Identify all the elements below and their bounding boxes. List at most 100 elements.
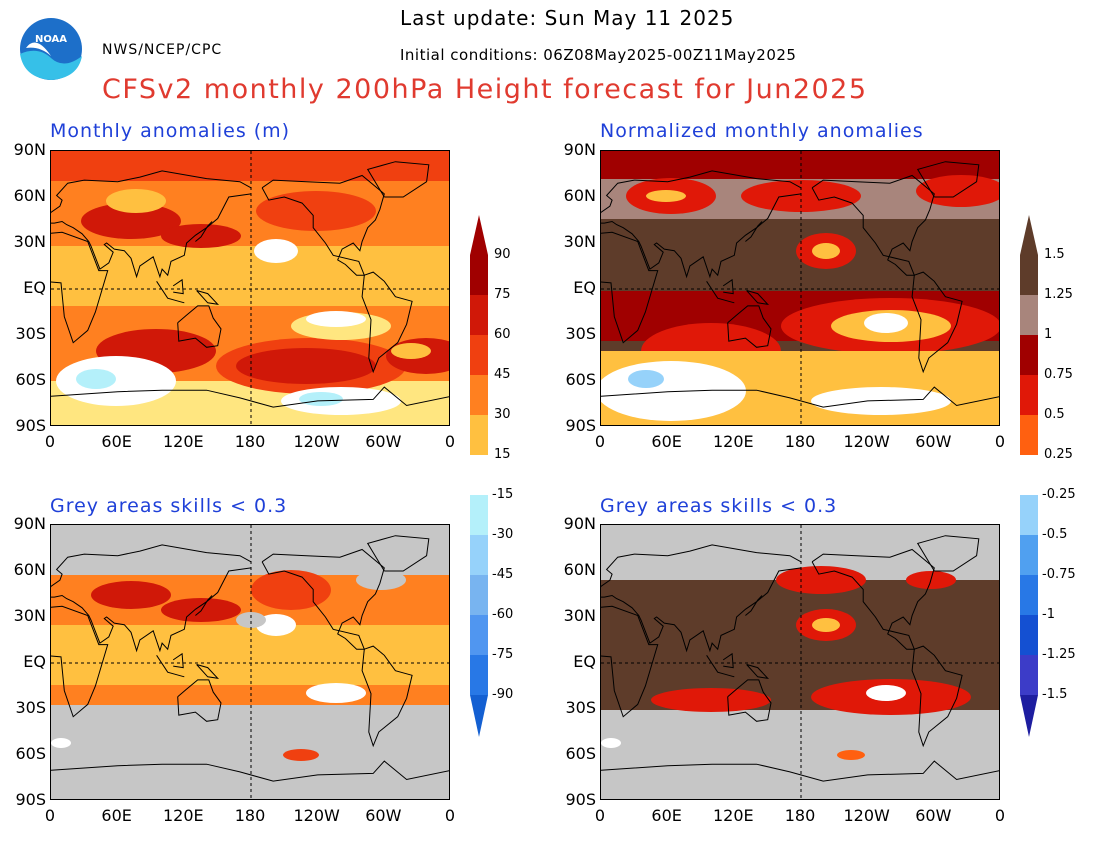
colorbar-label: -1: [1042, 607, 1055, 622]
coastline: [745, 595, 763, 616]
lon-label: 180: [234, 432, 266, 451]
colorbar-label: 1.5: [1044, 247, 1065, 262]
lat-label: 90S: [15, 790, 46, 809]
lon-label: 60W: [365, 806, 402, 825]
colorbar-swatch: [1020, 655, 1038, 695]
anomaly-region: [283, 749, 319, 761]
colorbar-label: 1.25: [1044, 287, 1073, 302]
anomaly-region: [106, 189, 166, 213]
lat-label: 60S: [15, 744, 46, 763]
lon-label: 60E: [101, 806, 132, 825]
lat-label: 90S: [565, 416, 596, 435]
lat-label: 30S: [565, 324, 596, 343]
colorbar-tip: [1020, 215, 1038, 255]
colorbar-label: 90: [494, 247, 511, 262]
colorbar-label: 45: [494, 367, 511, 382]
anomaly-band: [51, 625, 449, 685]
map-panel-normalized: [600, 150, 1000, 426]
anomaly-region: [651, 688, 771, 712]
coastline: [361, 645, 413, 748]
colorbar-swatch: [1020, 335, 1038, 375]
logo-text: NOAA: [35, 34, 67, 45]
colorbar-label: 0.75: [1044, 367, 1073, 382]
lon-label: 180: [784, 432, 816, 451]
anomaly-region: [91, 581, 171, 609]
anomaly-region: [776, 566, 866, 594]
coastline: [746, 664, 770, 680]
colorbar-swatch: [470, 295, 488, 335]
colorbar-swatch: [1020, 575, 1038, 615]
noaa-logo: NOAA: [18, 16, 84, 82]
anomaly-region: [76, 369, 116, 389]
lat-label: 60S: [565, 370, 596, 389]
colorbar-swatch: [1020, 615, 1038, 655]
lon-label: 120E: [163, 432, 204, 451]
coastline: [601, 170, 802, 224]
colorbar-label: 75: [494, 287, 511, 302]
neutral-region: [866, 685, 906, 701]
map-panel-anomalies: [50, 150, 450, 426]
coastline: [261, 174, 385, 276]
coastline: [196, 290, 220, 306]
coastline: [51, 760, 449, 782]
colorbar-swatch: [470, 655, 488, 695]
colorbar-label: -0.75: [1042, 567, 1076, 582]
lon-label: 60E: [101, 432, 132, 451]
lon-label: 180: [234, 806, 266, 825]
colorbar-swatch: [470, 535, 488, 575]
lon-label: 0: [444, 806, 456, 825]
skill-mask: [601, 715, 999, 799]
colorbar-swatch: [470, 415, 488, 455]
coastline: [722, 278, 734, 295]
lat-label: 90N: [13, 140, 46, 159]
colorbar-label: 1: [1044, 327, 1053, 342]
anomaly-region: [628, 370, 664, 388]
lat-label: 60N: [13, 186, 46, 205]
lon-label: 0: [594, 806, 606, 825]
coastline: [156, 281, 185, 304]
lon-label: 60W: [915, 432, 952, 451]
lat-label: 90N: [563, 514, 596, 533]
coastline: [51, 386, 449, 408]
coastline: [172, 652, 184, 669]
coastline: [911, 645, 963, 748]
lat-label: 90N: [13, 514, 46, 533]
panel-title-skill-right: Grey areas skills < 0.3: [600, 495, 838, 517]
lat-label: 60S: [565, 744, 596, 763]
coastline: [601, 386, 999, 408]
neutral-region: [51, 738, 71, 748]
coastline: [366, 161, 430, 198]
lon-label: 0: [44, 806, 56, 825]
colorbar-anomalies: [470, 215, 488, 741]
coastline: [811, 174, 935, 276]
lon-label: 120W: [293, 806, 340, 825]
colorbar-label: 0.25: [1044, 447, 1073, 462]
skill-mask: [51, 705, 449, 799]
colorbar-normalized: [1020, 215, 1038, 741]
coastline: [727, 305, 772, 348]
neutral-region: [256, 614, 296, 636]
colorbar-label: -0.25: [1042, 487, 1076, 502]
colorbar-swatch: [470, 495, 488, 535]
coastline: [811, 548, 935, 650]
lat-label: EQ: [23, 278, 46, 297]
coastline: [361, 271, 413, 374]
colorbar-swatch: [1020, 375, 1038, 415]
lon-label: 120W: [843, 432, 890, 451]
anomaly-band: [51, 246, 449, 306]
coastline: [195, 221, 213, 242]
coastline: [156, 655, 185, 678]
colorbar-tip: [470, 215, 488, 255]
coastline: [366, 535, 430, 572]
last-update: Last update: Sun May 11 2025: [400, 6, 735, 30]
coastline: [601, 231, 659, 344]
coastline: [706, 281, 735, 304]
colorbar-label: 15: [494, 447, 511, 462]
lat-label: 30N: [563, 232, 596, 251]
colorbar-swatch: [470, 335, 488, 375]
panel-title-skill-left: Grey areas skills < 0.3: [50, 495, 288, 517]
lon-label: 0: [444, 432, 456, 451]
colorbar-label: -0.5: [1042, 527, 1068, 542]
anomaly-region: [81, 203, 181, 239]
coastline: [746, 290, 770, 306]
